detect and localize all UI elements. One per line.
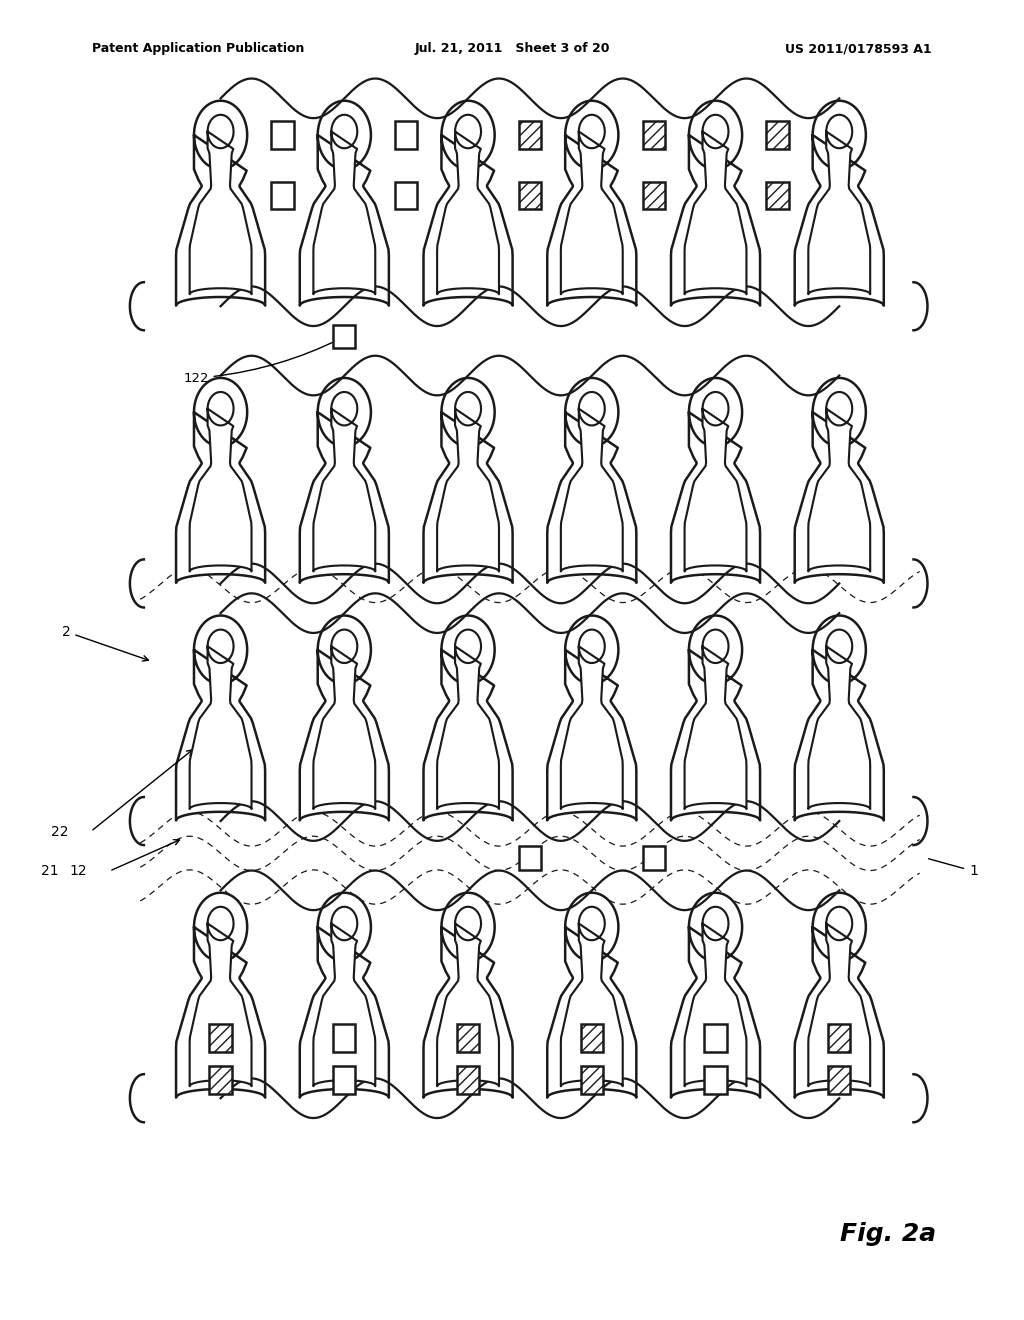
Polygon shape [437,115,499,294]
Polygon shape [176,892,265,1098]
Text: 122: 122 [183,338,340,384]
Bar [828,1067,850,1093]
Polygon shape [189,392,252,572]
Polygon shape [313,630,375,809]
Polygon shape [437,907,499,1086]
Polygon shape [300,615,389,821]
Text: 22: 22 [51,825,69,838]
Polygon shape [685,630,746,809]
Polygon shape [795,100,884,306]
Bar [581,1067,603,1093]
Text: Jul. 21, 2011   Sheet 3 of 20: Jul. 21, 2011 Sheet 3 of 20 [415,42,609,55]
Polygon shape [561,392,623,572]
Polygon shape [300,100,389,306]
Polygon shape [685,907,746,1086]
Polygon shape [561,115,623,294]
Bar [519,121,541,149]
Polygon shape [176,100,265,306]
Polygon shape [671,615,760,821]
Polygon shape [561,630,623,809]
Polygon shape [176,615,265,821]
Polygon shape [795,892,884,1098]
Polygon shape [795,615,884,821]
Polygon shape [671,100,760,306]
Polygon shape [795,378,884,583]
Bar [457,1024,479,1052]
Bar [766,181,788,209]
Polygon shape [547,100,636,306]
Bar [766,121,788,149]
Polygon shape [671,892,760,1098]
Polygon shape [313,115,375,294]
Polygon shape [424,378,513,583]
Bar [642,181,665,209]
Polygon shape [547,892,636,1098]
Text: 1: 1 [929,859,978,878]
Bar [271,181,294,209]
Text: Patent Application Publication: Patent Application Publication [92,42,304,55]
Polygon shape [424,892,513,1098]
Bar [457,1067,479,1093]
Bar [210,1024,231,1052]
Polygon shape [685,115,746,294]
Text: 2: 2 [61,624,148,661]
Polygon shape [189,907,252,1086]
Bar [705,1024,727,1052]
Polygon shape [189,115,252,294]
Bar [519,846,541,870]
Polygon shape [561,907,623,1086]
Text: Fig. 2a: Fig. 2a [840,1222,936,1246]
Polygon shape [808,630,870,809]
Bar [705,1067,727,1093]
Polygon shape [300,378,389,583]
Polygon shape [808,392,870,572]
Text: 21: 21 [41,865,58,878]
Bar [333,1067,355,1093]
Bar [642,846,665,870]
Polygon shape [808,115,870,294]
Bar [271,121,294,149]
Bar [395,121,418,149]
Bar [210,1067,231,1093]
Bar [519,181,541,209]
Bar [395,181,418,209]
Bar [333,1024,355,1052]
Bar [828,1024,850,1052]
Polygon shape [176,378,265,583]
Bar [581,1024,603,1052]
Text: 12: 12 [70,865,87,878]
Polygon shape [424,615,513,821]
Bar [333,325,355,348]
Polygon shape [547,378,636,583]
Polygon shape [547,615,636,821]
Polygon shape [313,907,375,1086]
Text: US 2011/0178593 A1: US 2011/0178593 A1 [785,42,932,55]
Polygon shape [300,892,389,1098]
Polygon shape [808,907,870,1086]
Polygon shape [437,630,499,809]
Polygon shape [671,378,760,583]
Bar [642,121,665,149]
Polygon shape [313,392,375,572]
Polygon shape [424,100,513,306]
Polygon shape [437,392,499,572]
Polygon shape [685,392,746,572]
Polygon shape [189,630,252,809]
